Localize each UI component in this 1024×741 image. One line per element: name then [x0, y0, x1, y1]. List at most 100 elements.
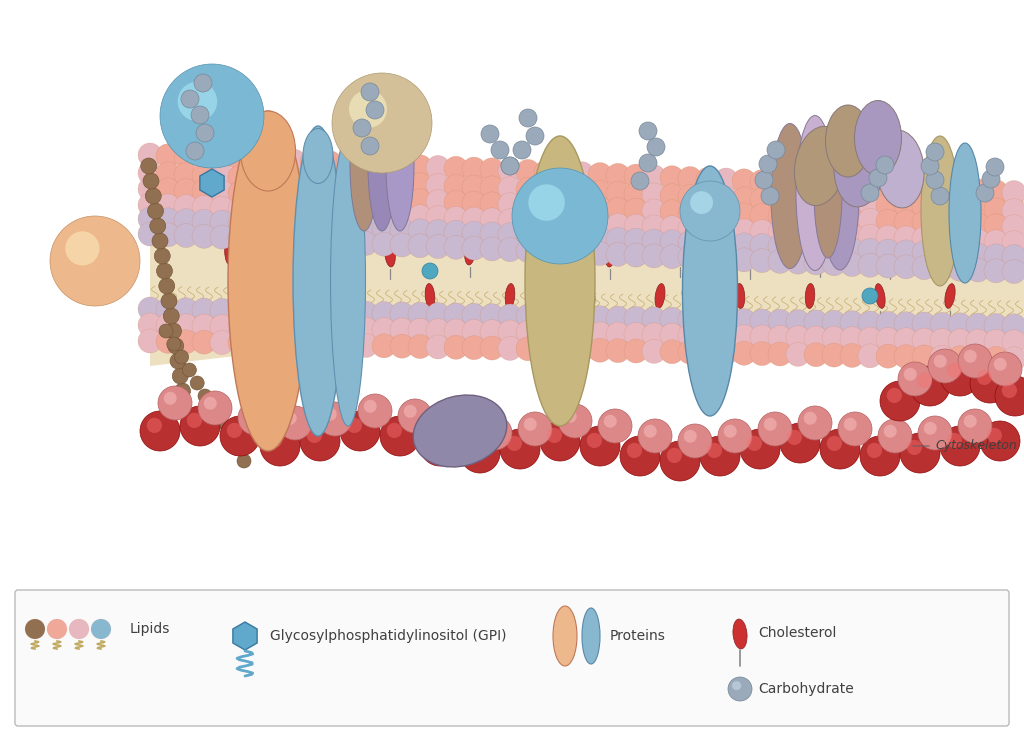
Circle shape [516, 320, 540, 345]
Circle shape [138, 143, 162, 167]
Circle shape [912, 227, 936, 250]
Circle shape [349, 90, 387, 128]
Circle shape [732, 203, 756, 227]
Circle shape [587, 433, 602, 448]
Circle shape [724, 425, 736, 438]
Circle shape [516, 159, 540, 184]
Circle shape [498, 209, 522, 233]
Circle shape [193, 210, 216, 233]
Circle shape [714, 218, 738, 242]
Circle shape [156, 207, 180, 232]
Circle shape [462, 319, 486, 343]
Circle shape [318, 201, 342, 225]
Circle shape [912, 210, 936, 235]
Circle shape [480, 319, 504, 344]
Circle shape [534, 225, 558, 248]
Circle shape [900, 433, 940, 473]
Circle shape [507, 436, 522, 451]
Circle shape [332, 73, 432, 173]
Circle shape [606, 182, 630, 205]
Circle shape [264, 199, 288, 222]
Circle shape [174, 208, 198, 233]
Circle shape [624, 322, 648, 347]
Circle shape [180, 406, 220, 446]
Circle shape [678, 308, 702, 331]
Circle shape [444, 335, 468, 359]
Circle shape [354, 153, 378, 176]
Circle shape [444, 206, 468, 230]
Circle shape [826, 436, 842, 451]
Circle shape [390, 318, 414, 342]
Circle shape [462, 207, 486, 231]
Circle shape [598, 409, 632, 443]
Circle shape [228, 315, 252, 339]
Circle shape [354, 216, 378, 240]
Text: Cytoskeleton: Cytoskeleton [912, 439, 1017, 453]
Circle shape [483, 422, 497, 435]
Circle shape [193, 225, 216, 248]
Circle shape [732, 233, 756, 257]
Circle shape [750, 204, 774, 227]
Circle shape [804, 343, 828, 367]
Circle shape [138, 207, 162, 231]
Circle shape [714, 325, 738, 348]
Circle shape [166, 323, 181, 339]
Circle shape [498, 193, 522, 216]
Circle shape [220, 416, 260, 456]
Circle shape [552, 240, 575, 264]
Circle shape [858, 253, 882, 277]
Circle shape [540, 421, 580, 461]
Circle shape [498, 176, 522, 201]
Circle shape [928, 349, 962, 383]
Circle shape [228, 330, 252, 355]
Circle shape [516, 177, 540, 202]
Circle shape [1002, 330, 1024, 353]
Circle shape [580, 426, 620, 466]
Circle shape [570, 212, 594, 236]
Circle shape [278, 406, 312, 440]
Circle shape [462, 191, 486, 215]
Circle shape [246, 147, 270, 172]
Circle shape [912, 345, 936, 369]
Circle shape [204, 396, 217, 410]
Circle shape [552, 305, 575, 329]
Circle shape [1002, 230, 1024, 255]
Circle shape [948, 228, 972, 252]
Circle shape [948, 346, 972, 370]
Circle shape [912, 256, 936, 279]
Circle shape [138, 329, 162, 353]
Circle shape [642, 229, 666, 253]
Ellipse shape [386, 101, 414, 231]
Circle shape [282, 199, 306, 223]
Circle shape [822, 207, 846, 230]
Circle shape [948, 329, 972, 353]
Ellipse shape [553, 606, 577, 666]
Circle shape [844, 418, 857, 431]
Circle shape [140, 411, 180, 451]
Circle shape [768, 342, 792, 366]
Circle shape [660, 308, 684, 331]
Circle shape [678, 340, 702, 364]
Circle shape [420, 426, 460, 466]
Circle shape [606, 227, 630, 251]
Circle shape [390, 172, 414, 196]
Circle shape [987, 428, 1002, 443]
Circle shape [480, 176, 504, 200]
Circle shape [282, 213, 306, 237]
Circle shape [552, 275, 568, 291]
Circle shape [660, 441, 700, 481]
Circle shape [894, 226, 918, 250]
Circle shape [547, 428, 562, 443]
Circle shape [840, 253, 864, 276]
Circle shape [164, 392, 177, 405]
Circle shape [558, 404, 592, 438]
Circle shape [444, 174, 468, 199]
Circle shape [501, 157, 519, 175]
Circle shape [426, 219, 450, 244]
Circle shape [336, 170, 360, 193]
Text: Carbohydrate: Carbohydrate [758, 682, 854, 696]
Circle shape [984, 347, 1008, 370]
Circle shape [966, 329, 990, 353]
Circle shape [318, 316, 342, 341]
Circle shape [786, 325, 810, 350]
